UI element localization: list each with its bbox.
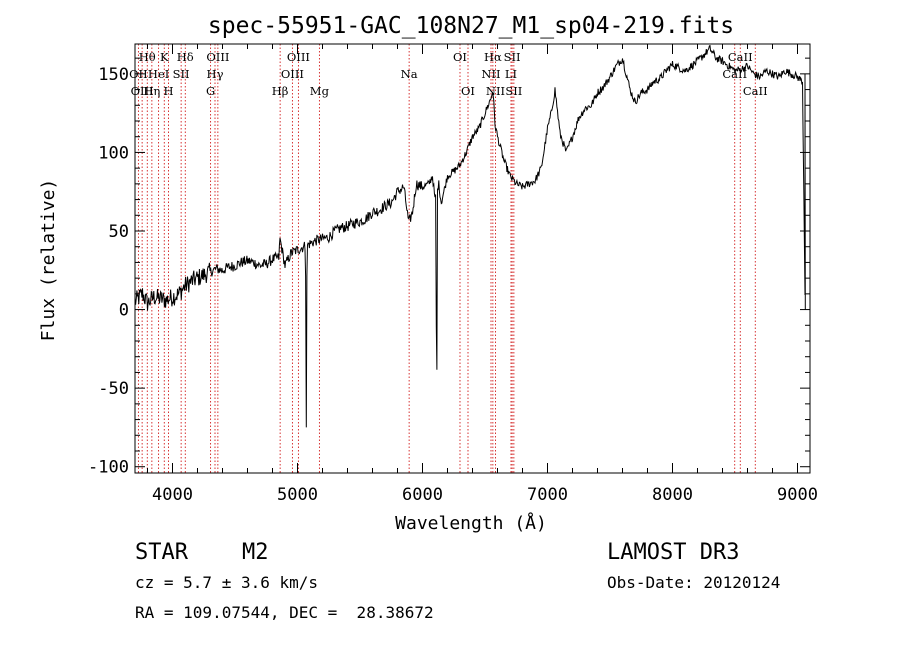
spectral-line-markers <box>137 44 756 473</box>
x-tick-label: 4000 <box>152 485 193 505</box>
spectrum-chart: spec-55951-GAC_108N27_M1_sp04-219.fits H… <box>38 13 818 534</box>
chart-title: spec-55951-GAC_108N27_M1_sp04-219.fits <box>208 13 734 39</box>
spectral-line-label: CaII <box>743 84 768 98</box>
spectral-line-label: NII <box>481 67 500 81</box>
plot-frame <box>134 43 811 474</box>
spectral-line-label: CaII <box>728 50 753 64</box>
spectral-line-label: OIII <box>287 50 310 64</box>
spectral-line-label: OIII <box>131 84 154 98</box>
spectral-line-label: OI <box>461 84 475 98</box>
ra-dec-coordinates: RA = 109.07544, DEC = 28.38672 <box>135 603 434 622</box>
y-tick-label: -100 <box>88 458 129 478</box>
y-tick-label: 150 <box>98 65 129 85</box>
x-axis-ticks: 4000 5000 6000 7000 8000 9000 <box>147 44 818 505</box>
spectral-line-label: OIII <box>281 67 304 81</box>
spectrum-line <box>134 44 806 428</box>
spectral-line-label: NII <box>486 84 505 98</box>
y-tick-label: 50 <box>109 222 129 242</box>
observation-date: Obs-Date: 20120124 <box>607 573 781 592</box>
spectral-line-label: H <box>163 84 173 98</box>
spectral-line-label: Na <box>401 67 418 81</box>
spectral-line-label: OI <box>453 50 467 64</box>
spectral-line-label: Hη <box>143 84 160 98</box>
y-tick-label: 0 <box>119 301 129 321</box>
spectral-line-label: Hθ <box>139 50 156 64</box>
x-tick-label: 6000 <box>402 485 443 505</box>
y-tick-label: 100 <box>98 143 129 163</box>
x-tick-label: 7000 <box>527 485 568 505</box>
redshift-cz: cz = 5.7 ± 3.6 km/s <box>135 573 319 592</box>
y-axis-label: Flux (relative) <box>38 179 59 342</box>
x-tick-label: 5000 <box>277 485 318 505</box>
survey-name: LAMOST DR3 <box>607 540 740 565</box>
y-tick-label: -50 <box>98 379 129 399</box>
spectral-line-label: Hδ <box>177 50 194 64</box>
y-axis-ticks: -100 -50 0 50 100 150 <box>88 57 810 478</box>
x-axis-label: Wavelength (Å) <box>395 512 547 534</box>
spectral-line-label: K <box>160 50 169 64</box>
x-tick-label: 8000 <box>652 485 693 505</box>
spectral-line-label: HeI <box>148 67 169 81</box>
object-subclass: M2 <box>242 540 269 565</box>
spectral-line-label: Mg <box>310 84 330 98</box>
spectral-line-label: Hγ <box>207 67 224 81</box>
spectral-line-label: Hα <box>484 50 502 64</box>
spectral-line-label: LI <box>505 67 517 81</box>
spectral-line-label: Hβ <box>272 84 289 98</box>
spectral-line-label: OIII <box>206 50 229 64</box>
spectral-line-label: SII <box>505 84 522 98</box>
spectral-line-label: SII <box>173 67 190 81</box>
spectral-line-label: SII <box>504 50 521 64</box>
x-tick-label: 9000 <box>777 485 818 505</box>
spectral-line-label: G <box>206 84 215 98</box>
object-class: STAR <box>135 540 188 565</box>
